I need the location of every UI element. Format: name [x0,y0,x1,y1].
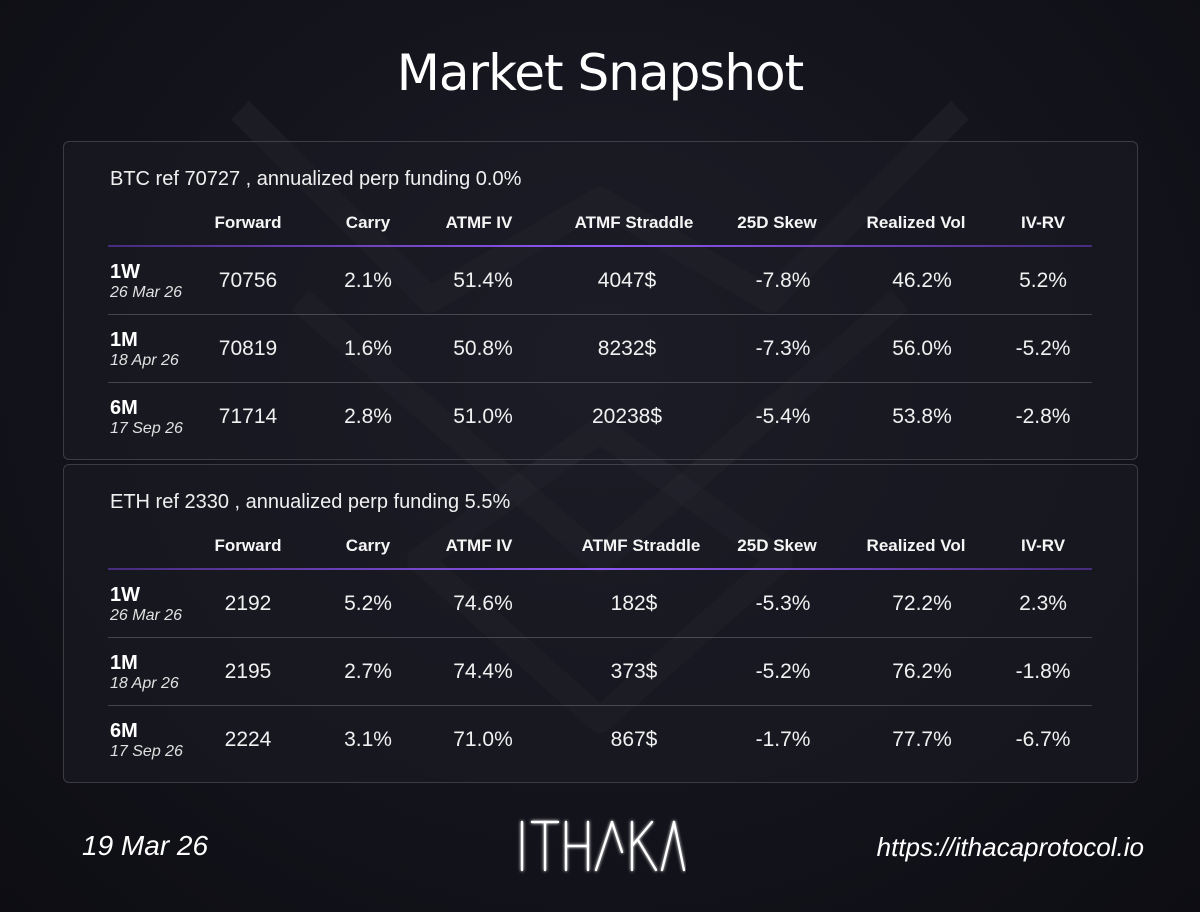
tenor-label: 1W [110,584,140,606]
expiry-date: 17 Sep 26 [110,420,183,437]
column-header-carry: Carry [345,536,391,555]
cell-25d-skew: -5.4% [755,405,811,428]
cell-forward: 2224 [224,728,272,751]
table-row: 1M 18 Apr 26 70819 1.6% 50.8% 8232$ -7.3… [108,315,1092,383]
cell-atmf-iv: 74.4% [453,660,513,683]
ithaca-logo [520,820,686,872]
table-row: 1W 26 Mar 26 2192 5.2% 74.6% 182$ -5.3% … [108,570,1092,638]
cell-iv-rv: -6.7% [1015,728,1071,751]
tenor-label: 1M [110,329,138,351]
table-row: 1W 26 Mar 26 70756 2.1% 51.4% 4047$ -7.8… [108,247,1092,315]
tenor-label: 1M [110,652,138,674]
cell-realized-vol: 56.0% [892,337,952,360]
cell-forward: 70819 [218,337,278,360]
expiry-date: 26 Mar 26 [110,284,183,301]
expiry-date: 18 Apr 26 [110,675,179,692]
column-header-realized-vol: Realized Vol [866,213,966,232]
snapshot-date: 19 Mar 26 [82,830,209,861]
cell-carry: 2.8% [344,405,392,428]
cell-iv-rv: 2.3% [1019,592,1067,615]
row-divider [108,637,1092,638]
cell-atmf-straddle: 867$ [610,728,658,751]
row-divider [108,382,1092,383]
column-header-atmf-iv: ATMF IV [445,213,513,232]
column-header-atmf-iv: ATMF IV [445,536,513,555]
cell-realized-vol: 76.2% [892,660,952,683]
expiry-date: 26 Mar 26 [110,607,183,624]
table-row: 6M 17 Sep 26 71714 2.8% 51.0% 20238$ -5.… [108,383,1092,451]
expiry-date: 17 Sep 26 [110,743,183,760]
cell-iv-rv: -1.8% [1015,660,1071,683]
tenor-label: 1W [110,261,140,283]
eth-panel: ETH ref 2330 , annualized perp funding 5… [63,464,1138,783]
cell-forward: 71714 [218,405,278,428]
cell-iv-rv: 5.2% [1019,269,1067,292]
page-title: Market Snapshot [396,44,805,102]
cell-forward: 2195 [224,660,272,683]
column-header-25d-skew: 25D Skew [737,213,817,232]
cell-realized-vol: 72.2% [892,592,952,615]
cell-carry: 2.1% [344,269,392,292]
cell-atmf-straddle: 20238$ [591,405,663,428]
cell-atmf-straddle: 4047$ [597,269,657,292]
cell-carry: 1.6% [344,337,392,360]
cell-25d-skew: -5.3% [755,592,811,615]
column-header-atmf-straddle: ATMF Straddle [581,536,701,555]
column-header-25d-skew: 25D Skew [737,536,817,555]
cell-atmf-iv: 50.8% [453,337,513,360]
column-header-forward: Forward [214,213,282,232]
cell-atmf-straddle: 8232$ [597,337,657,360]
cell-atmf-iv: 51.0% [453,405,513,428]
table-row: 1M 18 Apr 26 2195 2.7% 74.4% 373$ -5.2% … [108,638,1092,706]
cell-carry: 3.1% [344,728,392,751]
column-header-atmf-straddle: ATMF Straddle [574,213,694,232]
cell-atmf-straddle: 373$ [610,660,658,683]
expiry-date: 18 Apr 26 [110,352,179,369]
column-header-iv-rv: IV-RV [1020,536,1066,555]
cell-25d-skew: -7.8% [755,269,811,292]
cell-atmf-straddle: 182$ [610,592,658,615]
row-divider [108,314,1092,315]
row-divider [108,705,1092,706]
column-header-forward: Forward [214,536,282,555]
cell-atmf-iv: 51.4% [453,269,513,292]
header-divider [108,568,1092,570]
header-divider [108,245,1092,247]
cell-25d-skew: -7.3% [755,337,811,360]
cell-realized-vol: 46.2% [892,269,952,292]
cell-25d-skew: -1.7% [755,728,811,751]
column-header-realized-vol: Realized Vol [866,536,966,555]
cell-forward: 70756 [218,269,278,292]
tenor-label: 6M [110,397,138,419]
cell-atmf-iv: 74.6% [453,592,513,615]
table-row: 6M 17 Sep 26 2224 3.1% 71.0% 867$ -1.7% … [108,706,1092,774]
cell-carry: 2.7% [344,660,392,683]
btc-panel: BTC ref 70727 , annualized perp funding … [63,141,1138,460]
eth-panel-header: ETH ref 2330 , annualized perp funding 5… [110,491,511,513]
cell-forward: 2192 [224,592,272,615]
cell-realized-vol: 53.8% [892,405,952,428]
btc-panel-header: BTC ref 70727 , annualized perp funding … [110,168,522,190]
column-header-carry: Carry [345,213,391,232]
cell-realized-vol: 77.7% [892,728,952,751]
cell-iv-rv: -2.8% [1015,405,1071,428]
cell-25d-skew: -5.2% [755,660,811,683]
cell-carry: 5.2% [344,592,392,615]
column-header-iv-rv: IV-RV [1020,213,1066,232]
cell-atmf-iv: 71.0% [453,728,513,751]
website-link[interactable]: https://ithacaprotocol.io [876,832,1144,862]
cell-iv-rv: -5.2% [1015,337,1071,360]
tenor-label: 6M [110,720,138,742]
